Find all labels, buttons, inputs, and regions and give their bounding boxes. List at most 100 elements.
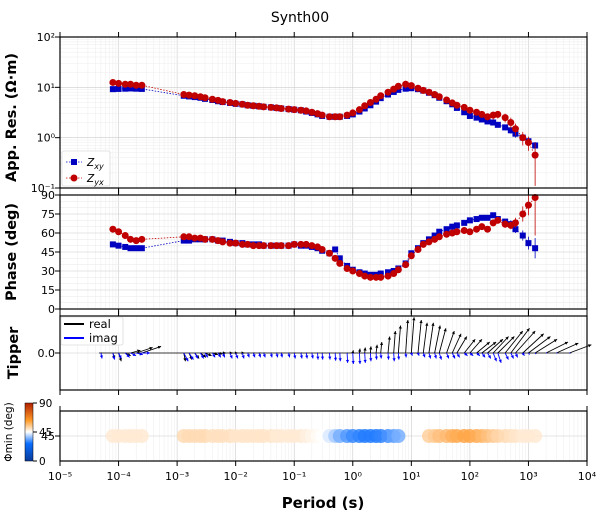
data-point-Zxy <box>449 223 456 230</box>
data-point-Zyx <box>132 81 140 89</box>
colorbar: 0 45 90 Φmin (deg) <box>3 398 52 468</box>
tipper-arrowhead-real <box>540 333 544 337</box>
data-point-Zyx <box>219 98 227 106</box>
data-point-Zyx <box>180 91 188 99</box>
tipper-arrowhead-real <box>118 357 122 362</box>
phimin-frame <box>59 410 588 462</box>
tipper-arrowhead-imag <box>469 352 474 356</box>
tipper-arrowhead-imag <box>514 354 518 358</box>
tipper-arrow-real <box>428 322 434 354</box>
tipper-arrow-real <box>410 317 415 354</box>
data-point-Zxy <box>180 237 187 244</box>
tipper-arrowhead-real <box>208 353 212 357</box>
y-tick-label: 10⁰ <box>37 132 56 145</box>
tipper-arrowhead-imag <box>204 354 208 358</box>
tipper-arrowhead-real <box>219 351 223 355</box>
tipper-arrowhead-imag <box>397 356 401 360</box>
tipper-arrowhead-real <box>463 336 467 340</box>
data-point-Zxy <box>478 214 485 221</box>
data-point-Zxy <box>507 127 514 134</box>
tipper-arrowhead-real <box>492 342 497 346</box>
data-point-Zxy <box>186 237 193 244</box>
data-point-Zyx <box>138 81 146 89</box>
data-point-Zyx <box>466 106 474 114</box>
data-point-Zyx <box>249 242 257 250</box>
data-point-Zyx <box>394 82 402 90</box>
series-line-Zyx <box>112 197 536 278</box>
x-tick-label: 10⁴ <box>578 470 597 483</box>
tipper-arrowhead-imag <box>498 359 502 363</box>
data-point-Zyx <box>460 103 468 111</box>
data-point-Zyx <box>511 219 519 227</box>
tipper-arrowhead-real <box>437 325 442 329</box>
data-point-Zyx <box>201 235 209 243</box>
x-tick-label: 10⁻⁵ <box>48 470 72 483</box>
tipper-arrowhead-real <box>183 357 187 362</box>
tipper-arrowhead-real <box>393 331 397 335</box>
tipper-arrowhead-real <box>387 336 391 340</box>
data-point-Zyx <box>366 98 374 106</box>
tipper-arrow-real <box>469 338 483 354</box>
tipper-arrowhead-imag <box>446 355 450 359</box>
tipper-arrow-real <box>545 341 569 354</box>
data-point-Zxy <box>122 85 129 92</box>
tipper-arrowhead-real <box>478 339 482 343</box>
tipper-arrowhead-imag <box>241 355 245 359</box>
tipper-arrow-real <box>556 342 579 354</box>
y-axis-label: Phase (deg) <box>4 203 20 301</box>
tipper-arrow-real <box>487 338 504 354</box>
tipper-arrowhead-real <box>222 351 226 355</box>
x-tick-label: 10⁻¹ <box>282 470 306 483</box>
data-point-Zyx <box>524 139 532 147</box>
data-point-Zyx <box>249 102 257 110</box>
tipper-arrowhead-imag <box>369 358 373 362</box>
phimin-point <box>391 429 406 443</box>
data-point-Zyx <box>519 210 527 218</box>
data-point-Zyx <box>109 78 117 86</box>
tipper-arrowhead-imag <box>299 355 303 359</box>
data-point-Zyx <box>407 252 415 260</box>
data-point-Zxy <box>473 114 480 121</box>
tipper-arrowhead-real <box>425 322 429 326</box>
data-point-Zxy <box>122 243 129 250</box>
data-point-Zyx <box>501 220 509 228</box>
data-point-Zyx <box>519 134 527 142</box>
data-point-Zyx <box>531 194 539 202</box>
data-point-Zyx <box>127 80 135 88</box>
data-point-Zxy <box>385 269 392 276</box>
data-point-Zyx <box>109 225 117 233</box>
tipper-arrow-real <box>446 330 455 354</box>
tipper-arrowhead-real <box>351 350 355 354</box>
data-point-Zyx <box>260 103 268 111</box>
data-point-Zyx <box>238 100 246 108</box>
data-point-Zyx <box>297 240 305 248</box>
tipper-arrow-real <box>510 327 530 354</box>
data-point-Zyx <box>384 272 392 280</box>
data-point-Zxy <box>484 214 491 221</box>
y-tick-label: 45 <box>41 430 55 443</box>
data-point-Zxy <box>138 245 145 252</box>
data-point-Zyx <box>115 228 123 236</box>
tipper-arrowhead-imag <box>235 355 239 359</box>
app-res-frame <box>59 36 588 189</box>
tipper-arrow-real <box>492 336 509 354</box>
data-point-Zyx <box>419 86 427 94</box>
data-point-Zyx <box>443 230 451 238</box>
tipper-arrowhead-imag <box>269 354 273 358</box>
tipper-arrowhead-imag <box>258 354 262 358</box>
data-point-Zxy <box>115 85 122 92</box>
tipper-arrowhead-imag <box>132 352 137 356</box>
data-point-Zyx <box>343 264 351 272</box>
tipper-arrow-real <box>504 330 524 354</box>
data-point-Zyx <box>232 239 240 247</box>
data-point-Zyx <box>507 119 515 127</box>
data-point-Zyx <box>244 101 252 109</box>
tipper-arrowhead-real <box>574 342 579 346</box>
data-point-Zyx <box>361 272 369 280</box>
data-point-Zxy <box>461 109 468 116</box>
data-point-Zyx <box>478 110 486 118</box>
tipper-arrowhead-imag <box>433 355 437 359</box>
